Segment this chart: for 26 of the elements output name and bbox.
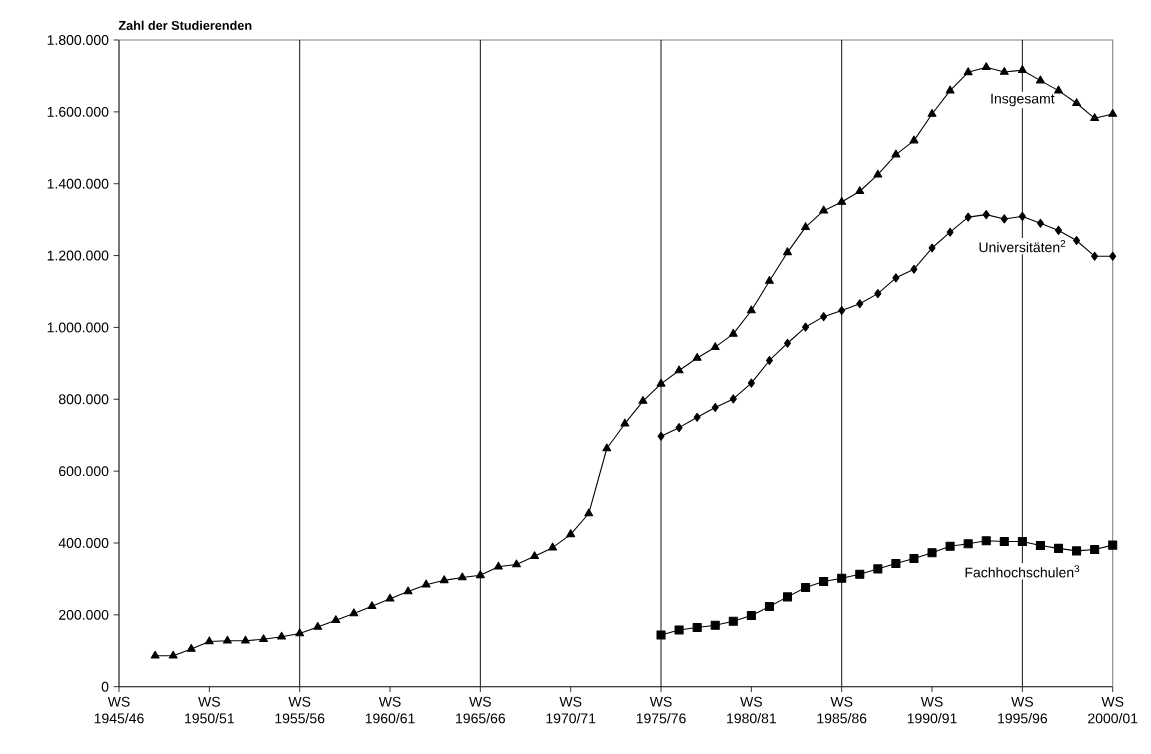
series-label: Universitäten$^{2}$ bbox=[979, 240, 1066, 253]
x-tick-label: WS 1970/71 bbox=[546, 696, 596, 724]
y-tick-label: 1.800.000 bbox=[47, 35, 109, 45]
y-tick-label: 400.000 bbox=[58, 538, 109, 548]
x-tick-label: WS 1945/46 bbox=[94, 696, 144, 724]
x-tick-label: WS 1965/66 bbox=[456, 696, 506, 724]
y-tick-label: 1.000.000 bbox=[47, 322, 109, 333]
series-label: Insgesamt bbox=[991, 93, 1055, 107]
x-tick-label: WS 1995/96 bbox=[998, 696, 1048, 724]
y-tick-label: 200.000 bbox=[59, 609, 109, 620]
x-tick-label: WS 1980/81 bbox=[727, 696, 776, 724]
x-tick-label: WS 1955/56 bbox=[275, 696, 325, 724]
series-label: Fachhochschulen$^{3}$ bbox=[965, 565, 1080, 578]
x-tick-label: WS 1985/86 bbox=[817, 696, 867, 724]
x-tick-label: WS 1990/91 bbox=[907, 696, 957, 724]
y-axis-title: Zahl der Studierenden bbox=[118, 20, 252, 30]
x-tick-label: WS 1950/51 bbox=[185, 696, 234, 724]
x-tick-label: WS 1975/76 bbox=[636, 696, 686, 724]
y-tick-label: 600.000 bbox=[59, 466, 109, 477]
y-tick-label: 1.600.000 bbox=[47, 106, 109, 117]
x-tick-label: WS 1960/61 bbox=[365, 696, 415, 724]
y-tick-label: 1.400.000 bbox=[47, 178, 109, 189]
y-tick-label: 1.200.000 bbox=[47, 250, 109, 261]
x-tick-label: WS 2000/01 bbox=[1088, 696, 1138, 724]
y-tick-label: 0 bbox=[101, 681, 109, 692]
y-tick-label: 800.000 bbox=[58, 394, 109, 405]
